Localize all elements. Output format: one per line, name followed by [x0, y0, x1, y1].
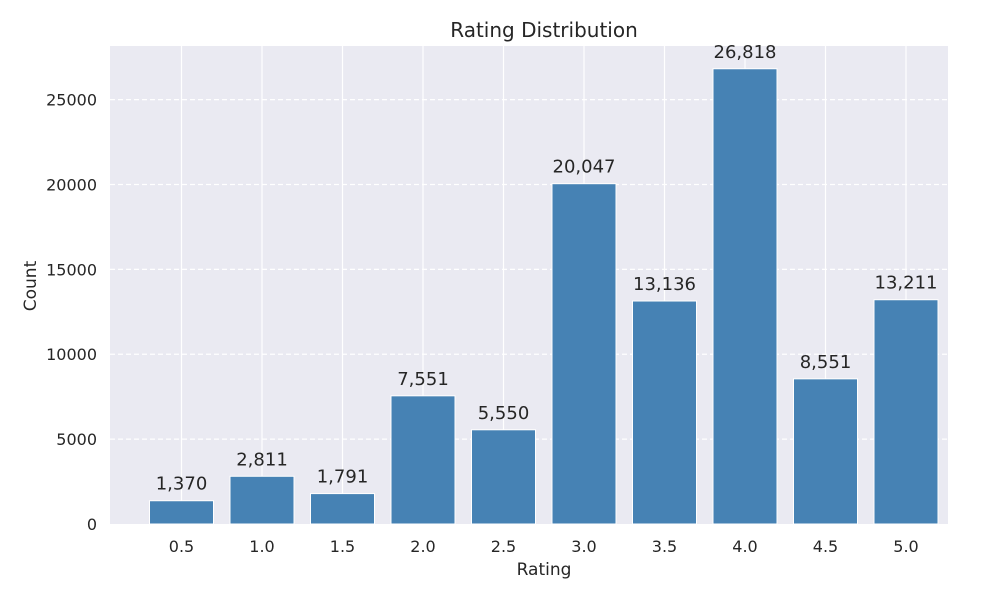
- bar-4.0: [712, 68, 778, 525]
- value-label-1.5: 1,791: [317, 467, 369, 488]
- bar-2.0: [390, 395, 456, 525]
- value-label-3.5: 13,136: [633, 274, 696, 295]
- x-tick-labels: 0.5 1.0 1.5 2.0 2.5 3.0 3.5 4.0 4.5 5.0: [169, 537, 919, 556]
- value-label-4.5: 8,551: [800, 352, 852, 373]
- x-tick-label-3.0: 3.0: [571, 537, 596, 556]
- x-tick-label-2.0: 2.0: [410, 537, 435, 556]
- bar-1.5: [310, 493, 375, 525]
- bar-4.5: [793, 378, 858, 525]
- value-label-3.0: 20,047: [553, 157, 616, 178]
- y-tick-label-25000: 25000: [46, 91, 97, 110]
- bar-1.0: [229, 475, 295, 525]
- x-axis-label: Rating: [517, 560, 572, 580]
- bars-layer: [149, 68, 939, 525]
- x-tick-label-4.0: 4.0: [732, 537, 757, 556]
- x-tick-label-5.0: 5.0: [893, 537, 918, 556]
- x-tick-label-3.5: 3.5: [652, 537, 677, 556]
- y-tick-labels: 0 5000 10000 15000 20000 25000: [46, 91, 97, 534]
- value-label-5.0: 13,211: [875, 273, 938, 294]
- value-label-4.0: 26,818: [714, 42, 777, 63]
- x-tick-label-1.5: 1.5: [330, 537, 355, 556]
- bar-5.0: [873, 299, 939, 525]
- bar-3.5: [632, 300, 697, 525]
- y-tick-label-15000: 15000: [46, 260, 97, 279]
- value-labels-layer: 1,370 2,811 1,791 7,551 5,550 20,047 13,136 26,…: [156, 42, 938, 495]
- value-label-2.0: 7,551: [397, 369, 449, 390]
- x-tick-label-0.5: 0.5: [169, 537, 194, 556]
- bar-0.5: [149, 500, 214, 525]
- bar-3.0: [551, 183, 617, 525]
- y-tick-label-20000: 20000: [46, 175, 97, 194]
- y-tick-label-0: 0: [87, 515, 97, 534]
- value-label-2.5: 5,550: [478, 403, 530, 424]
- x-tick-label-2.5: 2.5: [491, 537, 516, 556]
- y-tick-label-5000: 5000: [56, 430, 97, 449]
- value-label-0.5: 1,370: [156, 474, 208, 495]
- value-label-1.0: 2,811: [236, 449, 288, 470]
- x-tick-label-1.0: 1.0: [249, 537, 274, 556]
- x-tick-label-4.5: 4.5: [813, 537, 838, 556]
- bar-2.5: [471, 429, 536, 525]
- y-tick-label-10000: 10000: [46, 345, 97, 364]
- chart-title: Rating Distribution: [450, 18, 638, 42]
- y-axis-label: Count: [21, 260, 41, 311]
